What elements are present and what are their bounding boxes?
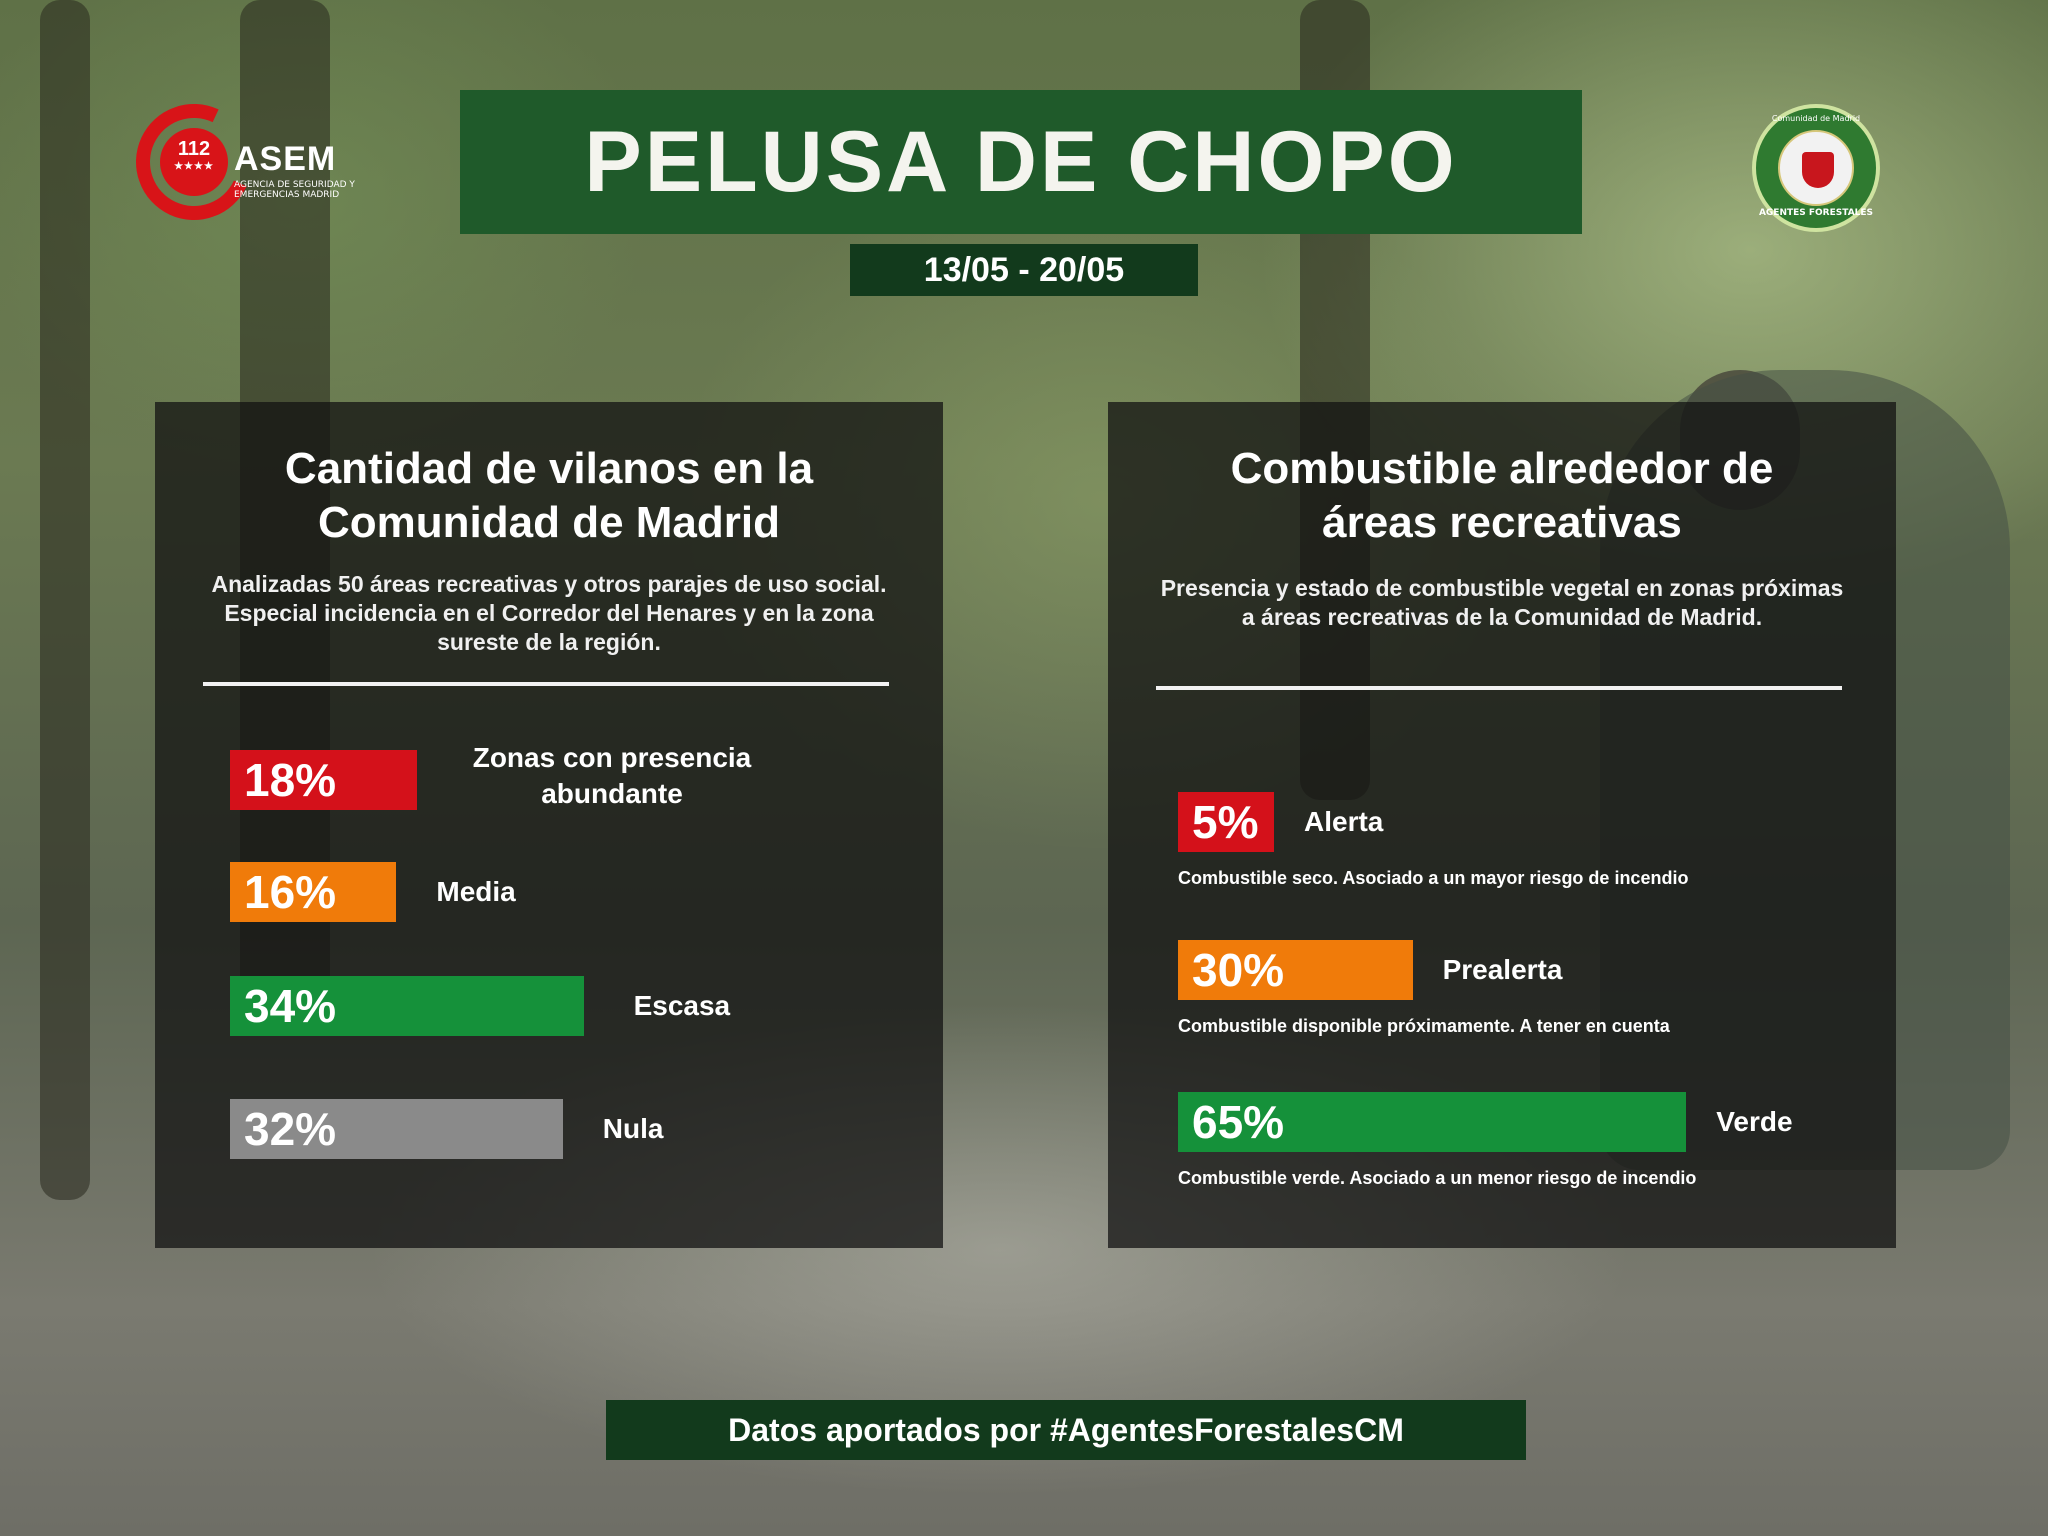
vilanos-bar: 16%	[230, 862, 397, 922]
combustible-title-line2: áreas recreativas	[1322, 498, 1682, 547]
vilanos-bar-label: Zonas con presencia abundante	[472, 742, 752, 809]
logo-ring-bottom-text: AGENTES FORESTALES	[1758, 208, 1874, 218]
logo-stars-icon: ★★★★	[174, 161, 214, 172]
page-title: PELUSA DE CHOPO	[584, 113, 1458, 210]
vilanos-bar-label: Media	[436, 876, 516, 907]
vilanos-bar-label: Nula	[602, 1113, 664, 1144]
agentes-forestales-logo: Comunidad de Madrid AGENTES FORESTALES	[1752, 104, 1880, 232]
combustible-panel: Combustible alrededor de áreas recreativ…	[1108, 402, 1896, 1248]
combustible-title-line1: Combustible alrededor de	[1230, 444, 1774, 493]
logo-asem-name: ASEM	[234, 140, 337, 178]
vilanos-bar-value: 18%	[244, 754, 337, 806]
combustible-bar-value: 30%	[1192, 944, 1285, 996]
divider	[203, 682, 889, 686]
date-range-box: 13/05 - 20/05	[850, 244, 1198, 296]
combustible-bar-value: 5%	[1192, 796, 1259, 848]
vilanos-bar-value: 32%	[244, 1103, 337, 1155]
page-title-box: PELUSA DE CHOPO	[460, 90, 1582, 234]
footer-credit: Datos aportados por #AgentesForestalesCM	[728, 1411, 1404, 1448]
logo-asem-subtitle: AGENCIA DE SEGURIDAD Y EMERGENCIAS MADRI…	[234, 180, 355, 200]
vilanos-bar: 34%	[230, 976, 584, 1036]
combustible-bar-value: 65%	[1192, 1096, 1285, 1148]
divider	[1156, 686, 1842, 690]
tree-trunk	[40, 0, 90, 1200]
vilanos-bar: 32%	[230, 1099, 563, 1159]
footer-credit-box: Datos aportados por #AgentesForestalesCM	[606, 1400, 1526, 1460]
date-range: 13/05 - 20/05	[923, 250, 1125, 289]
vilanos-panel-title: Cantidad de vilanos en la Comunidad de M…	[155, 442, 943, 550]
combustible-bar: 30%	[1178, 940, 1413, 1000]
shield-icon	[1802, 152, 1834, 188]
logo-112-badge: 112 ★★★★	[160, 128, 228, 196]
combustible-panel-title: Combustible alrededor de áreas recreativ…	[1108, 442, 1896, 550]
combustible-bar: 5%	[1178, 792, 1274, 852]
combustible-bar: 65%	[1178, 1092, 1687, 1152]
combustible-bar-description: Combustible disponible próximamente. A t…	[1178, 1016, 1670, 1036]
vilanos-bar: 18%	[230, 750, 418, 810]
vilanos-title-line1: Cantidad de vilanos en la	[284, 444, 814, 493]
combustible-bar-label: Prealerta	[1442, 954, 1563, 985]
vilanos-bar-value: 34%	[244, 980, 337, 1032]
asem-112-logo: 112 ★★★★ ASEM AGENCIA DE SEGURIDAD Y EME…	[119, 87, 370, 237]
vilanos-title-line2: Comunidad de Madrid	[318, 498, 780, 547]
vilanos-panel-subtitle: Analizadas 50 áreas recreativas y otros …	[211, 571, 887, 655]
vilanos-panel: Cantidad de vilanos en la Comunidad de M…	[155, 402, 943, 1248]
combustible-panel-subtitle: Presencia y estado de combustible vegeta…	[1160, 575, 1844, 630]
logo-ring-top-text: Comunidad de Madrid	[1771, 114, 1861, 123]
logo-112-number: 112	[177, 138, 211, 160]
logo-emblem	[1778, 130, 1854, 206]
vilanos-bar-value: 16%	[244, 866, 337, 918]
combustible-bar-description: Combustible seco. Asociado a un mayor ri…	[1178, 868, 1689, 888]
combustible-bar-description: Combustible verde. Asociado a un menor r…	[1178, 1168, 1697, 1188]
combustible-bar-label: Alerta	[1304, 806, 1384, 837]
combustible-bar-label: Verde	[1716, 1106, 1793, 1137]
vilanos-bar-label: Escasa	[633, 990, 731, 1021]
